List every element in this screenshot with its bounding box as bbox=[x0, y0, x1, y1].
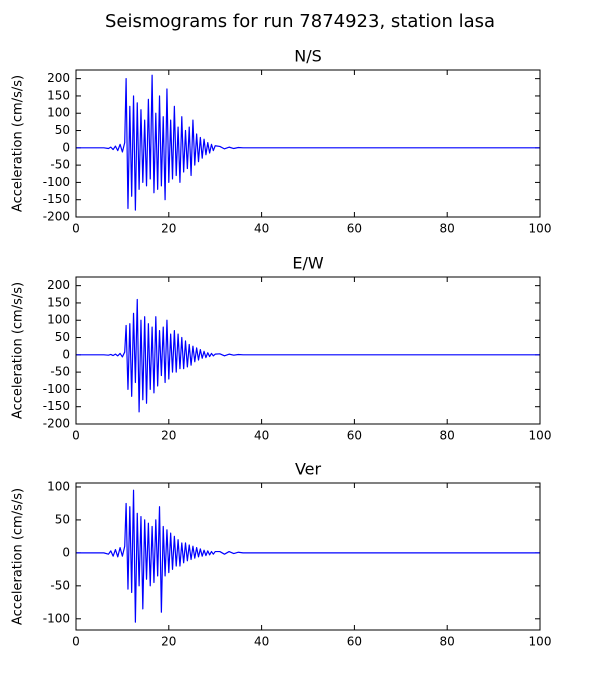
y-tick-label: 0 bbox=[62, 545, 70, 559]
subplot-title: Ver bbox=[295, 460, 322, 479]
y-tick-label: -50 bbox=[50, 578, 70, 592]
x-tick-label: 80 bbox=[440, 635, 455, 649]
plot-frame bbox=[75, 482, 541, 631]
y-axis-label: Acceleration (cm/s/s) bbox=[11, 75, 26, 212]
y-tick-label: -100 bbox=[43, 382, 70, 396]
x-tick-label: 40 bbox=[254, 429, 269, 443]
y-tick-label: -150 bbox=[43, 192, 70, 206]
x-tick-label: 60 bbox=[347, 429, 362, 443]
y-tick-label: -150 bbox=[43, 399, 70, 413]
x-tick-label: 80 bbox=[440, 222, 455, 236]
y-tick-label: 100 bbox=[47, 313, 70, 327]
x-tick-label: 0 bbox=[72, 429, 80, 443]
x-tick-label: 60 bbox=[347, 222, 362, 236]
x-tick-label: 100 bbox=[529, 429, 552, 443]
y-tick-label: -200 bbox=[43, 210, 70, 224]
seismogram-line bbox=[76, 489, 540, 623]
x-tick-label: 80 bbox=[440, 429, 455, 443]
x-tick-label: 60 bbox=[347, 635, 362, 649]
y-tick-label: -200 bbox=[43, 417, 70, 431]
y-tick-label: 100 bbox=[47, 479, 70, 493]
y-tick-label: 0 bbox=[62, 347, 70, 361]
y-tick-label: 150 bbox=[47, 88, 70, 102]
x-tick-label: 20 bbox=[161, 635, 176, 649]
subplot: Ver Acceleration (cm/s/s) -100 -50 0 50 100 0 20… bbox=[11, 460, 552, 649]
x-tick-label: 40 bbox=[254, 635, 269, 649]
y-axis-label: Acceleration (cm/s/s) bbox=[11, 488, 26, 625]
x-tick-label: 100 bbox=[529, 635, 552, 649]
y-tick-label: 0 bbox=[62, 140, 70, 154]
x-tick-label: 40 bbox=[254, 222, 269, 236]
y-tick-label: 50 bbox=[55, 330, 70, 344]
x-tick-label: 100 bbox=[529, 222, 552, 236]
y-tick-label: -50 bbox=[50, 158, 70, 172]
y-tick-label: 50 bbox=[55, 512, 70, 526]
figure-title: Seismograms for run 7874923, station las… bbox=[105, 11, 495, 32]
y-tick-label: 200 bbox=[47, 278, 70, 292]
x-tick-label: 0 bbox=[72, 635, 80, 649]
seismogram-line bbox=[76, 298, 540, 413]
x-tick-label: 20 bbox=[161, 222, 176, 236]
y-tick-label: 200 bbox=[47, 71, 70, 85]
y-tick-label: -50 bbox=[50, 365, 70, 379]
plot-frame bbox=[75, 69, 541, 218]
x-tick-label: 0 bbox=[72, 222, 80, 236]
subplot: E/W Acceleration (cm/s/s) -200 -150 -100 -50 0… bbox=[11, 254, 552, 443]
y-tick-label: 100 bbox=[47, 106, 70, 120]
y-tick-label: 50 bbox=[55, 123, 70, 137]
y-tick-label: -100 bbox=[43, 611, 70, 625]
x-tick-label: 20 bbox=[161, 429, 176, 443]
subplot-title: E/W bbox=[292, 254, 324, 273]
subplot: N/S Acceleration (cm/s/s) -200 -150 -100 -50 0… bbox=[11, 47, 552, 236]
y-tick-label: 150 bbox=[47, 295, 70, 309]
seismogram-line bbox=[76, 74, 540, 211]
plot-frame bbox=[75, 276, 541, 425]
y-axis-label: Acceleration (cm/s/s) bbox=[11, 282, 26, 419]
subplot-title: N/S bbox=[294, 47, 322, 66]
y-tick-label: -100 bbox=[43, 175, 70, 189]
